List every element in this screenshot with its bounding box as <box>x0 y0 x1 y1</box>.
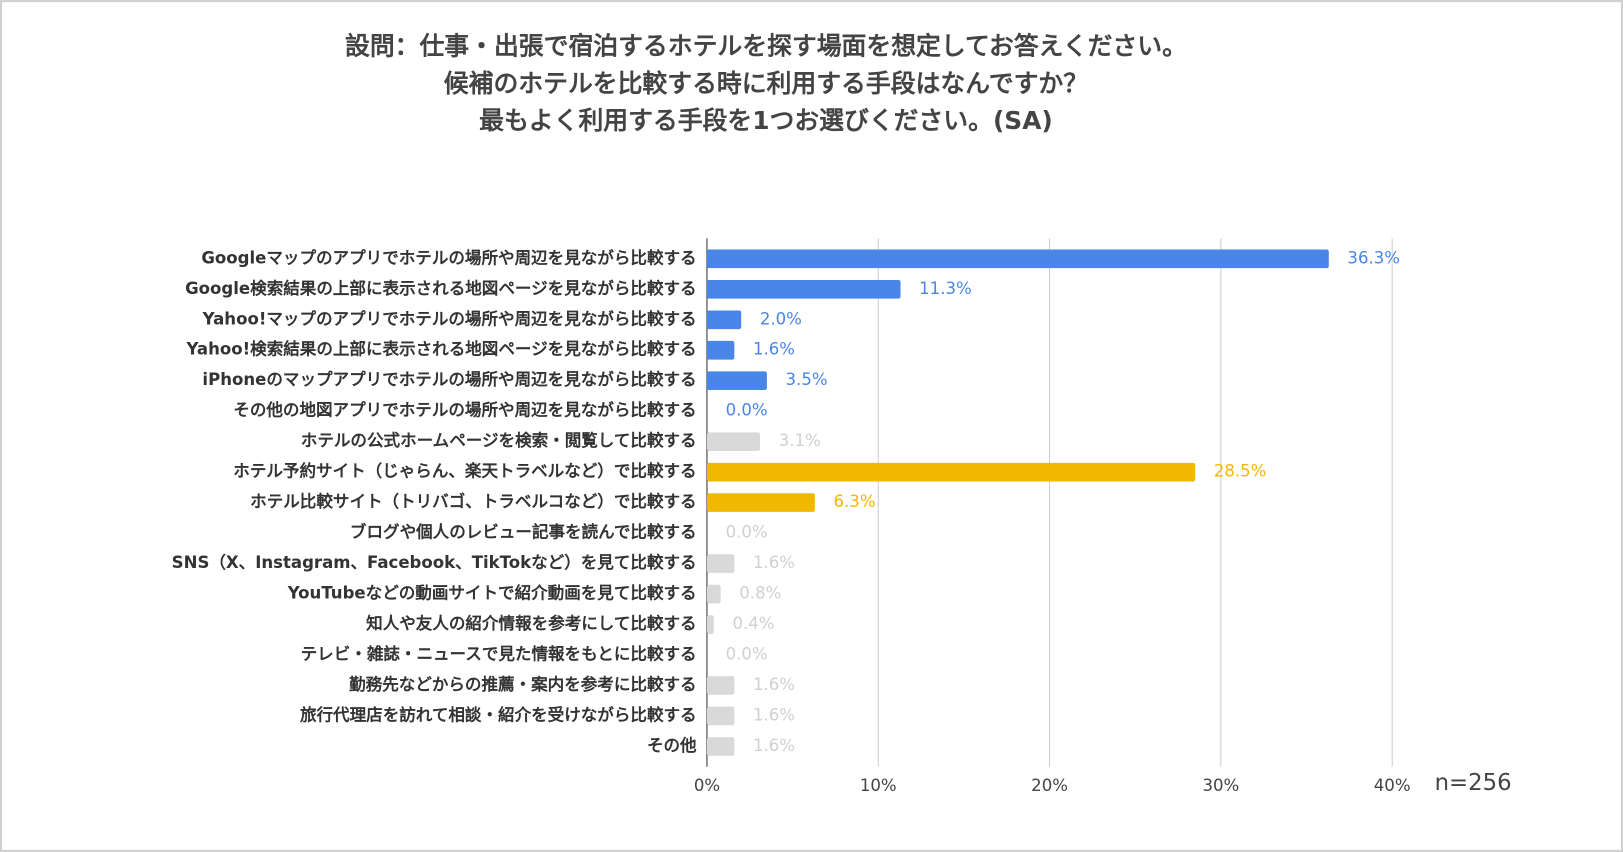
y-tick-label: SNS（X、Instagram、Facebook、TikTokなど）を見て比較す… <box>172 552 697 572</box>
bar <box>706 737 735 756</box>
y-tick-label: Googleマップのアプリでホテルの場所や周辺を見ながら比較する <box>201 247 696 267</box>
bar <box>706 340 735 360</box>
y-tick-label: 勤務先などからの推薦・案内を参考に比較する <box>349 674 697 694</box>
value-label: 0.4% <box>732 614 774 633</box>
value-label: 0.0% <box>726 523 768 542</box>
value-label: 0.8% <box>739 584 781 603</box>
y-tick-label: ホテルの公式ホームページを検索・閲覧して比較する <box>301 430 697 450</box>
value-label: 3.1% <box>779 431 821 450</box>
x-tick-label: 40% <box>1374 776 1411 795</box>
bar <box>706 310 742 330</box>
bar <box>706 462 1196 482</box>
y-tick-label: Google検索結果の上部に表示される地図ページを見ながら比較する <box>185 278 697 298</box>
bar <box>706 706 735 726</box>
bar <box>706 615 714 634</box>
y-tick-label: ブログや個人のレビュー記事を読んで比較する <box>350 522 697 542</box>
chart-title: 候補のホテルを比較する時に利用する手段はなんですか？ <box>444 69 1088 98</box>
value-label: 1.6% <box>753 340 795 359</box>
chart-title: 最もよく利用する手段を1つお選びください。(SA) <box>479 106 1053 135</box>
y-tick-label: ホテル比較サイト（トリバゴ、トラベルコなど）で比較する <box>250 491 696 511</box>
value-label: 1.6% <box>753 705 795 724</box>
bar <box>706 584 721 604</box>
value-label: 28.5% <box>1214 462 1267 481</box>
value-label: 1.6% <box>753 736 795 755</box>
value-label: 6.3% <box>834 492 876 511</box>
value-label: 1.6% <box>753 675 795 694</box>
y-tick-label: Yahoo!検索結果の上部に表示される地図ページを見ながら比較する <box>185 339 696 359</box>
bar <box>706 432 761 451</box>
value-label: 2.0% <box>760 309 802 328</box>
x-tick-label: 10% <box>860 776 897 795</box>
bar <box>706 249 1329 269</box>
value-label: 0.0% <box>726 401 768 420</box>
value-label: 1.6% <box>753 553 795 572</box>
x-tick-label: 30% <box>1202 776 1239 795</box>
y-tick-label: 知人や友人の紹介情報を参考にして比較する <box>366 613 696 633</box>
y-tick-label: テレビ・雑誌・ニュースで見た情報をもとに比較する <box>301 643 697 663</box>
bar <box>706 554 735 573</box>
bar <box>706 371 767 391</box>
y-tick-label: Yahoo!マップのアプリでホテルの場所や周辺を見ながら比較する <box>202 308 697 328</box>
x-tick-label: 0% <box>694 776 720 795</box>
y-tick-label: YouTubeなどの動画サイトで紹介動画を見て比較する <box>287 583 697 603</box>
bar <box>706 279 901 299</box>
sample-size: n=256 <box>1435 770 1512 796</box>
y-tick-label: ホテル予約サイト（じゃらん、楽天トラベルなど）で比較する <box>233 461 696 481</box>
y-tick-label: その他の地図アプリでホテルの場所や周辺を見ながら比較する <box>233 400 696 420</box>
value-label: 3.5% <box>786 370 828 389</box>
chart-title: 設問：仕事・出張で宿泊するホテルを探す場面を想定してお答えください。 <box>345 32 1187 61</box>
value-label: 0.0% <box>726 644 768 663</box>
bar <box>706 676 735 695</box>
value-label: 36.3% <box>1347 248 1400 267</box>
y-tick-label: 旅行代理店を訪れて相談・紹介を受けながら比較する <box>300 704 697 724</box>
value-label: 11.3% <box>919 279 972 298</box>
x-tick-label: 20% <box>1031 776 1068 795</box>
bar <box>706 493 815 512</box>
y-tick-label: iPhoneのマップアプリでホテルの場所や周辺を見ながら比較する <box>202 369 696 389</box>
y-tick-label: その他 <box>647 735 697 755</box>
